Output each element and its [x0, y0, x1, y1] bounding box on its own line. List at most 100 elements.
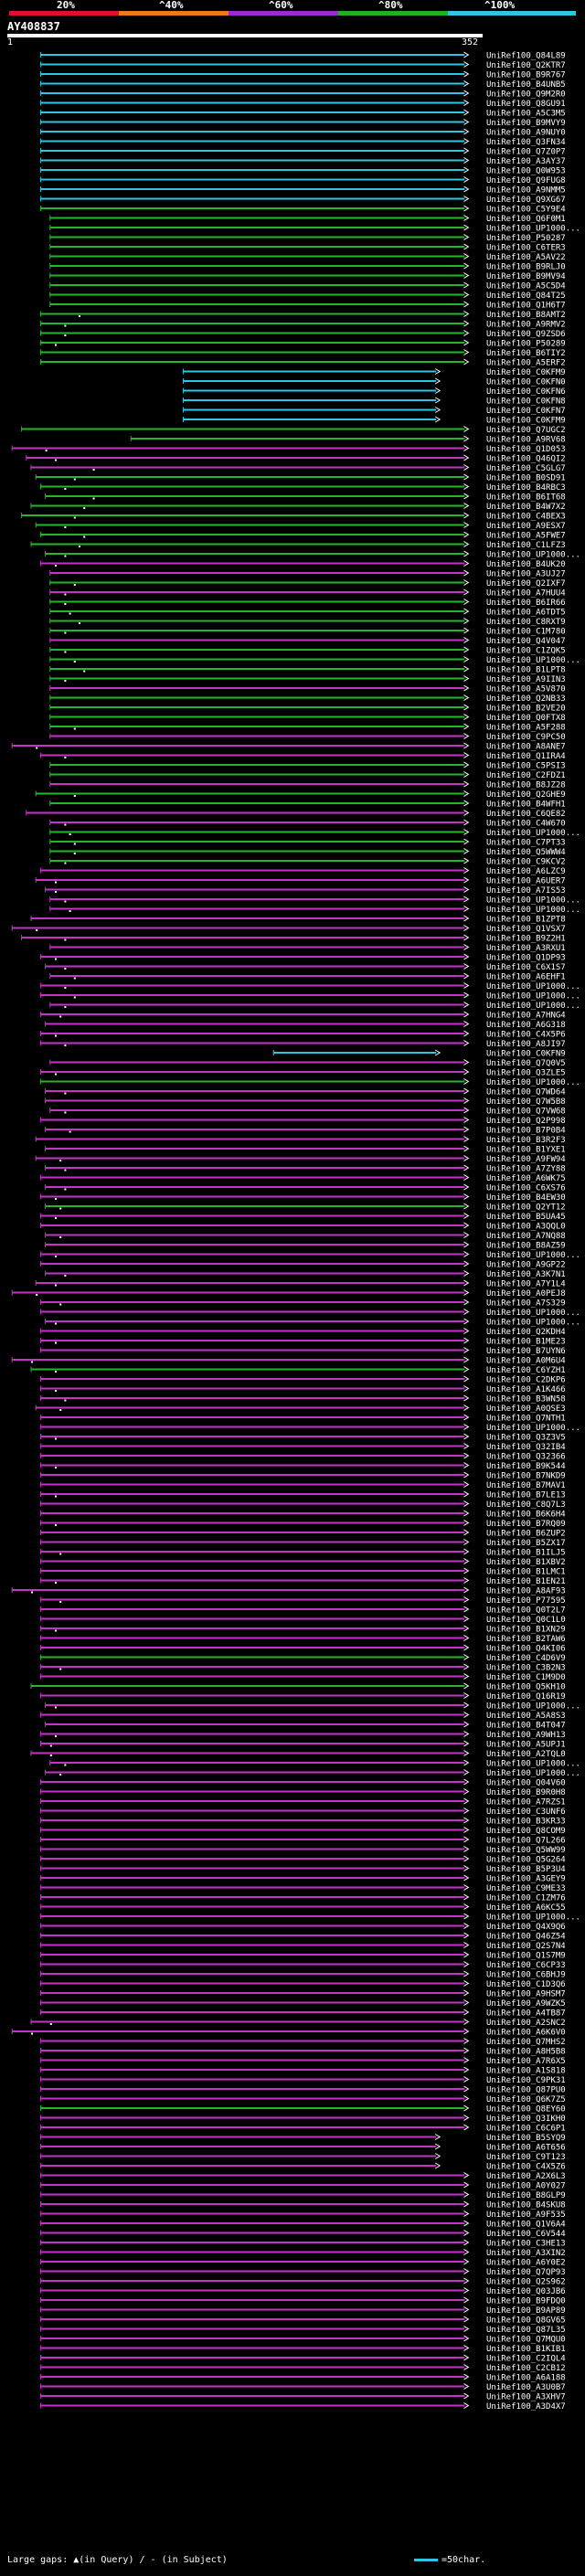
hit-row[interactable]: UniRef100_B6IT68: [45, 493, 566, 503]
hit-label-link[interactable]: UniRef100_A9RMV2: [486, 321, 566, 330]
hit-row[interactable]: UniRef100_C6YZH1: [30, 1366, 566, 1375]
hit-label-link[interactable]: UniRef100_Q5KH10: [486, 1683, 566, 1692]
hit-label-link[interactable]: UniRef100_B6IR66: [486, 599, 566, 608]
hit-label-link[interactable]: UniRef100_Q5G264: [486, 1856, 566, 1865]
hit-label-link[interactable]: UniRef100_C9T123: [486, 2153, 566, 2162]
hit-label-link[interactable]: UniRef100_Q7Z0P7: [486, 148, 566, 157]
hit-row[interactable]: UniRef100_B4EW30: [39, 1193, 566, 1203]
hit-label-link[interactable]: UniRef100_C4D6V9: [486, 1654, 566, 1663]
hit-row[interactable]: UniRef100_Q03JB6: [39, 2287, 566, 2296]
hit-row[interactable]: UniRef100_B3KR33: [39, 1818, 566, 1827]
hit-row[interactable]: UniRef100_Q04V60: [39, 1779, 566, 1788]
hit-label-link[interactable]: UniRef100_A0Y027: [486, 2182, 566, 2191]
hit-label-link[interactable]: UniRef100_UP1000...: [486, 906, 580, 915]
hit-label-link[interactable]: UniRef100_A3AY37: [486, 157, 566, 166]
hit-label-link[interactable]: UniRef100_B2TAW6: [486, 1635, 566, 1644]
hit-label-link[interactable]: UniRef100_Q1D053: [486, 445, 566, 454]
hit-row[interactable]: UniRef100_A6LZC9: [39, 867, 566, 876]
hit-row[interactable]: UniRef100_B6TIY2: [39, 349, 566, 358]
hit-row[interactable]: UniRef100_Q2KDH4: [39, 1328, 566, 1337]
hit-row[interactable]: UniRef100_Q7L266: [39, 1837, 566, 1846]
hit-row[interactable]: UniRef100_A8JI97: [39, 1040, 566, 1049]
hit-row[interactable]: UniRef100_Q2GHE9: [35, 790, 566, 800]
hit-label-link[interactable]: UniRef100_Q2NB33: [486, 694, 566, 704]
hit-row[interactable]: UniRef100_B8JZ28: [49, 781, 566, 790]
hit-row[interactable]: UniRef100_A6K6V0: [11, 2029, 566, 2038]
hit-row[interactable]: UniRef100_B9AP89: [39, 2306, 566, 2316]
hit-label-link[interactable]: UniRef100_Q87PU0: [486, 2086, 566, 2095]
hit-row[interactable]: UniRef100_Q1V6A4: [39, 2221, 566, 2230]
hit-row[interactable]: UniRef100_A9RV68: [130, 436, 566, 445]
hit-label-link[interactable]: UniRef100_C0KFN6: [486, 387, 566, 397]
hit-row[interactable]: UniRef100_A9NUY0: [39, 129, 566, 138]
hit-row[interactable]: UniRef100_A5V870: [49, 685, 566, 694]
hit-row[interactable]: UniRef100_B4UNB5: [39, 80, 566, 90]
hit-label-link[interactable]: UniRef100_Q8COM9: [486, 1827, 566, 1836]
hit-row[interactable]: UniRef100_C6C6P1: [39, 2125, 566, 2134]
hit-label-link[interactable]: UniRef100_B7MAV1: [486, 1481, 566, 1490]
hit-label-link[interactable]: UniRef100_A8AF93: [486, 1587, 566, 1596]
hit-row[interactable]: UniRef100_B1KIB1: [39, 2345, 566, 2354]
hit-row[interactable]: UniRef100_C9ME33: [39, 1884, 566, 1893]
hit-row[interactable]: UniRef100_A9HSM7: [39, 1990, 566, 1999]
hit-label-link[interactable]: UniRef100_UP1000...: [486, 1002, 580, 1011]
hit-label-link[interactable]: UniRef100_A5A8S3: [486, 1712, 566, 1721]
hit-row[interactable]: UniRef100_C7PT33: [49, 839, 566, 848]
hit-label-link[interactable]: UniRef100_A3RXU1: [486, 944, 566, 953]
hit-label-link[interactable]: UniRef100_B9RLJ0: [486, 263, 566, 272]
hit-label-link[interactable]: UniRef100_Q7MQU0: [486, 2336, 566, 2345]
hit-row[interactable]: UniRef100_A5UPJ1: [39, 1741, 566, 1750]
hit-label-link[interactable]: UniRef100_B9R767: [486, 71, 566, 80]
hit-label-link[interactable]: UniRef100_Q0C1L0: [486, 1616, 566, 1625]
hit-row[interactable]: UniRef100_Q7NTH1: [39, 1415, 566, 1424]
hit-row[interactable]: UniRef100_C6BHJ9: [39, 1971, 566, 1980]
hit-row[interactable]: UniRef100_A3QQL0: [39, 1223, 566, 1232]
hit-label-link[interactable]: UniRef100_Q7MHS2: [486, 2038, 566, 2047]
hit-row[interactable]: UniRef100_C1M9D0: [39, 1673, 566, 1682]
hit-row[interactable]: UniRef100_B7NKD9: [39, 1472, 566, 1481]
hit-row[interactable]: UniRef100_B1ILJ5: [39, 1549, 566, 1558]
hit-label-link[interactable]: UniRef100_B1EN21: [486, 1577, 566, 1586]
hit-row[interactable]: UniRef100_Q1S7M9: [39, 1952, 566, 1961]
hit-row[interactable]: UniRef100_Q87L35: [39, 2326, 566, 2335]
hit-row[interactable]: UniRef100_A6Y0E2: [39, 2259, 566, 2268]
hit-label-link[interactable]: UniRef100_B6ZUP2: [486, 1530, 566, 1539]
hit-label-link[interactable]: UniRef100_Q2S962: [486, 2278, 566, 2287]
hit-row[interactable]: UniRef100_C3UNF6: [39, 1807, 566, 1817]
hit-row[interactable]: UniRef100_UP1000...: [39, 992, 580, 1002]
hit-label-link[interactable]: UniRef100_A3XHV7: [486, 2393, 566, 2402]
hit-row[interactable]: UniRef100_C9KCV2: [49, 858, 566, 867]
hit-row[interactable]: UniRef100_Q2IXF7: [49, 579, 566, 588]
hit-label-link[interactable]: UniRef100_B7UYN6: [486, 1347, 566, 1356]
hit-row[interactable]: UniRef100_B4RBC3: [39, 483, 566, 493]
hit-row[interactable]: UniRef100_UP1000...: [49, 1760, 580, 1769]
hit-row[interactable]: UniRef100_Q7Z0P7: [39, 148, 566, 157]
hit-label-link[interactable]: UniRef100_Q7WD64: [486, 1088, 566, 1097]
hit-row[interactable]: UniRef100_Q4V047: [49, 637, 566, 646]
hit-row[interactable]: UniRef100_B9MVY9: [39, 119, 566, 128]
hit-label-link[interactable]: UniRef100_UP1000...: [486, 1913, 580, 1923]
hit-label-link[interactable]: UniRef100_A7R6X5: [486, 2057, 566, 2066]
hit-row[interactable]: UniRef100_P77595: [39, 1596, 566, 1606]
hit-row[interactable]: UniRef100_A5ERF2: [39, 359, 566, 368]
hit-label-link[interactable]: UniRef100_B7P0B4: [486, 1127, 566, 1136]
hit-row[interactable]: UniRef100_B1LMC1: [39, 1568, 566, 1577]
hit-row[interactable]: UniRef100_Q0W953: [39, 167, 566, 176]
hit-row[interactable]: UniRef100_A7HNG4: [39, 1012, 566, 1021]
hit-row[interactable]: UniRef100_C5GLG7: [30, 464, 566, 473]
hit-row[interactable]: UniRef100_B9R767: [39, 71, 566, 80]
hit-row[interactable]: UniRef100_A6KC55: [39, 1903, 566, 1913]
hit-label-link[interactable]: UniRef100_Q1IRA4: [486, 752, 566, 761]
hit-row[interactable]: UniRef100_C8RXT9: [49, 618, 566, 627]
hit-label-link[interactable]: UniRef100_B8AMT2: [486, 311, 566, 320]
hit-label-link[interactable]: UniRef100_C5PSI3: [486, 762, 566, 771]
hit-row[interactable]: UniRef100_B1XBV2: [39, 1558, 566, 1567]
hit-label-link[interactable]: UniRef100_C6YZH1: [486, 1366, 566, 1375]
hit-label-link[interactable]: UniRef100_B4UK20: [486, 560, 566, 569]
hit-row[interactable]: UniRef100_B5ZX17: [39, 1539, 566, 1548]
hit-label-link[interactable]: UniRef100_C6X1S7: [486, 963, 566, 972]
hit-label-link[interactable]: UniRef100_B1LMC1: [486, 1568, 566, 1577]
hit-label-link[interactable]: UniRef100_A6T656: [486, 2144, 566, 2153]
hit-row[interactable]: UniRef100_P50287: [49, 234, 566, 243]
hit-label-link[interactable]: UniRef100_C2CB12: [486, 2364, 566, 2373]
